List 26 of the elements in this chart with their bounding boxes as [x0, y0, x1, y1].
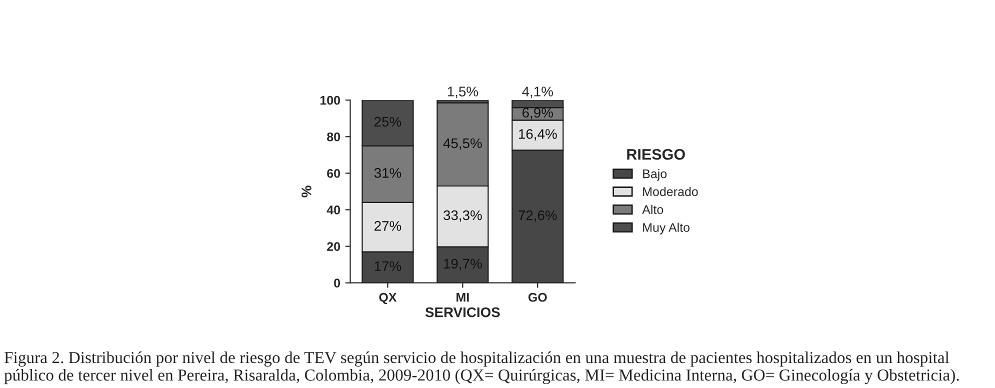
y-tick-label: 80 — [327, 132, 340, 142]
x-tick-label: MI — [456, 293, 469, 302]
data-label: 6,9% — [522, 108, 553, 120]
legend-label: Moderado — [643, 186, 698, 196]
data-label: 25% — [374, 116, 402, 127]
data-label: 16,4% — [519, 129, 557, 141]
legend-label: Bajo — [643, 169, 667, 181]
y-axis-title: % — [302, 186, 312, 198]
data-label: 31% — [374, 168, 402, 178]
y-tick-label: 60 — [327, 169, 340, 178]
text: Figura 2. Distribución por nivel de riesgo de TEV según servicio de hospitalización en una muestra de pacientes hospitalizados en un hospital público de tercer nivel en Pereira, Risaralda, Colombia, 2009-2010 (QX= Quirúrgicas, MI= Medicina Interna, GO= Ginecología y Obstetricia). — [4, 351, 959, 384]
x-axis-title: SERVICIOS — [425, 307, 500, 318]
x-tick-label: QX — [379, 292, 397, 304]
data-label: 45,5% — [443, 138, 482, 150]
data-label: 1,5% — [448, 86, 478, 98]
y-tick-label: 0 — [334, 278, 340, 288]
y-tick-label: 100 — [320, 96, 340, 105]
x-tick-label: GO — [528, 292, 547, 302]
y-tick-label: 20 — [327, 242, 340, 251]
y-tick-label: 40 — [326, 206, 340, 214]
legend-label: Alto — [642, 204, 664, 214]
data-label: 33,3% — [444, 210, 482, 222]
legend-title: RIESGO — [627, 148, 685, 160]
legend-label: Muy Alto — [643, 222, 690, 234]
data-label: 4,1% — [522, 86, 553, 98]
data-label: 27% — [374, 221, 402, 231]
